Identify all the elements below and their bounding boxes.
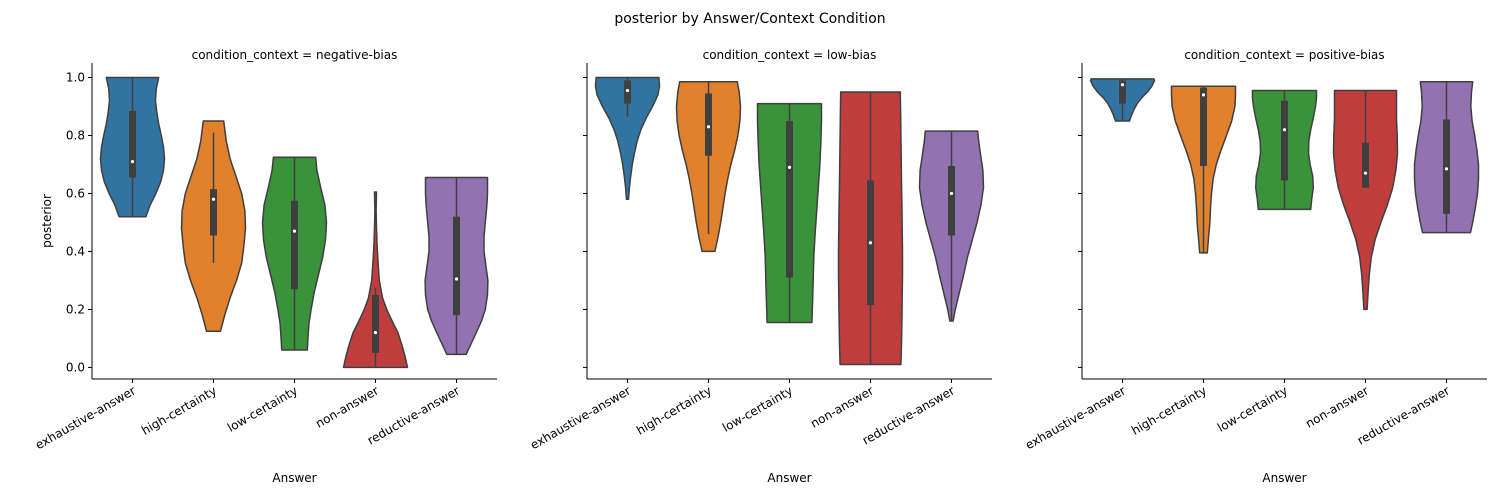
median-dot bbox=[1201, 93, 1206, 97]
iqr-box bbox=[372, 294, 379, 353]
x-axis-label: Answer bbox=[767, 471, 811, 485]
panel-title: condition_context = low-bias bbox=[703, 48, 877, 62]
median-dot bbox=[211, 197, 216, 201]
iqr-box bbox=[705, 93, 712, 156]
violin-non-answer bbox=[1332, 89, 1399, 311]
median-dot bbox=[1282, 128, 1287, 132]
median-dot bbox=[949, 191, 954, 196]
y-tick-label: 0.4 bbox=[66, 244, 85, 258]
iqr-box bbox=[948, 165, 955, 236]
x-tick-label: low-certainty bbox=[1215, 383, 1290, 434]
panel-1: condition_context = negative-bias 0.0 0.2 0… bbox=[33, 48, 497, 485]
y-axis-label: posterior bbox=[40, 194, 54, 248]
suptitle: posterior by Answer/Context Condition bbox=[614, 11, 885, 27]
x-tick-label: high-certainty bbox=[1129, 383, 1209, 437]
iqr-box bbox=[453, 216, 460, 316]
median-dot bbox=[1120, 83, 1125, 87]
median-dot bbox=[130, 159, 135, 164]
iqr-box bbox=[786, 120, 793, 278]
median-dot bbox=[706, 125, 711, 129]
iqr-box bbox=[210, 189, 217, 236]
iqr-box bbox=[1119, 80, 1126, 104]
iqr-box bbox=[1443, 119, 1450, 214]
x-tick-label: non-answer bbox=[808, 383, 876, 430]
iqr-box bbox=[1281, 100, 1288, 181]
median-dot bbox=[868, 241, 873, 245]
x-axis-label: Answer bbox=[1262, 471, 1306, 485]
violin-non-answer bbox=[342, 191, 409, 369]
x-tick-label: low-certainty bbox=[720, 383, 795, 434]
median-dot bbox=[373, 331, 378, 335]
x-axis-label: Answer bbox=[272, 471, 316, 485]
iqr-box bbox=[1362, 142, 1369, 188]
panel-title: condition_context = positive-bias bbox=[1184, 48, 1384, 62]
median-dot bbox=[454, 277, 459, 281]
y-tick-label: 0.6 bbox=[66, 186, 85, 200]
x-tick-label: high-certainty bbox=[634, 383, 714, 437]
panel-title: condition_context = negative-bias bbox=[192, 48, 398, 62]
x-tick-label: non-answer bbox=[1303, 383, 1371, 430]
panel-3: condition_context = positive-bias Answer e… bbox=[1023, 48, 1487, 485]
violin-exhaustive-answer bbox=[594, 76, 661, 201]
median-dot bbox=[292, 229, 297, 233]
y-tick-label: 1.0 bbox=[66, 70, 85, 84]
iqr-box bbox=[1200, 87, 1207, 166]
median-dot bbox=[787, 165, 792, 169]
x-tick-label: low-certainty bbox=[225, 383, 300, 434]
median-dot bbox=[1363, 171, 1368, 175]
x-tick-label: exhaustive-answer bbox=[33, 383, 138, 452]
y-tick-label: 0.0 bbox=[66, 360, 85, 374]
x-tick-label: exhaustive-answer bbox=[1023, 383, 1128, 452]
x-tick-label: exhaustive-answer bbox=[528, 383, 633, 452]
y-tick-label: 0.2 bbox=[66, 302, 85, 316]
y-tick-label: 0.8 bbox=[66, 128, 85, 142]
x-tick-label: high-certainty bbox=[139, 383, 219, 437]
panel-2: condition_context = low-bias Answer exhaus… bbox=[528, 48, 992, 485]
iqr-box bbox=[291, 200, 298, 290]
iqr-box bbox=[129, 110, 136, 178]
median-dot bbox=[1444, 167, 1449, 171]
x-tick-label: non-answer bbox=[313, 383, 381, 430]
median-dot bbox=[625, 88, 630, 93]
